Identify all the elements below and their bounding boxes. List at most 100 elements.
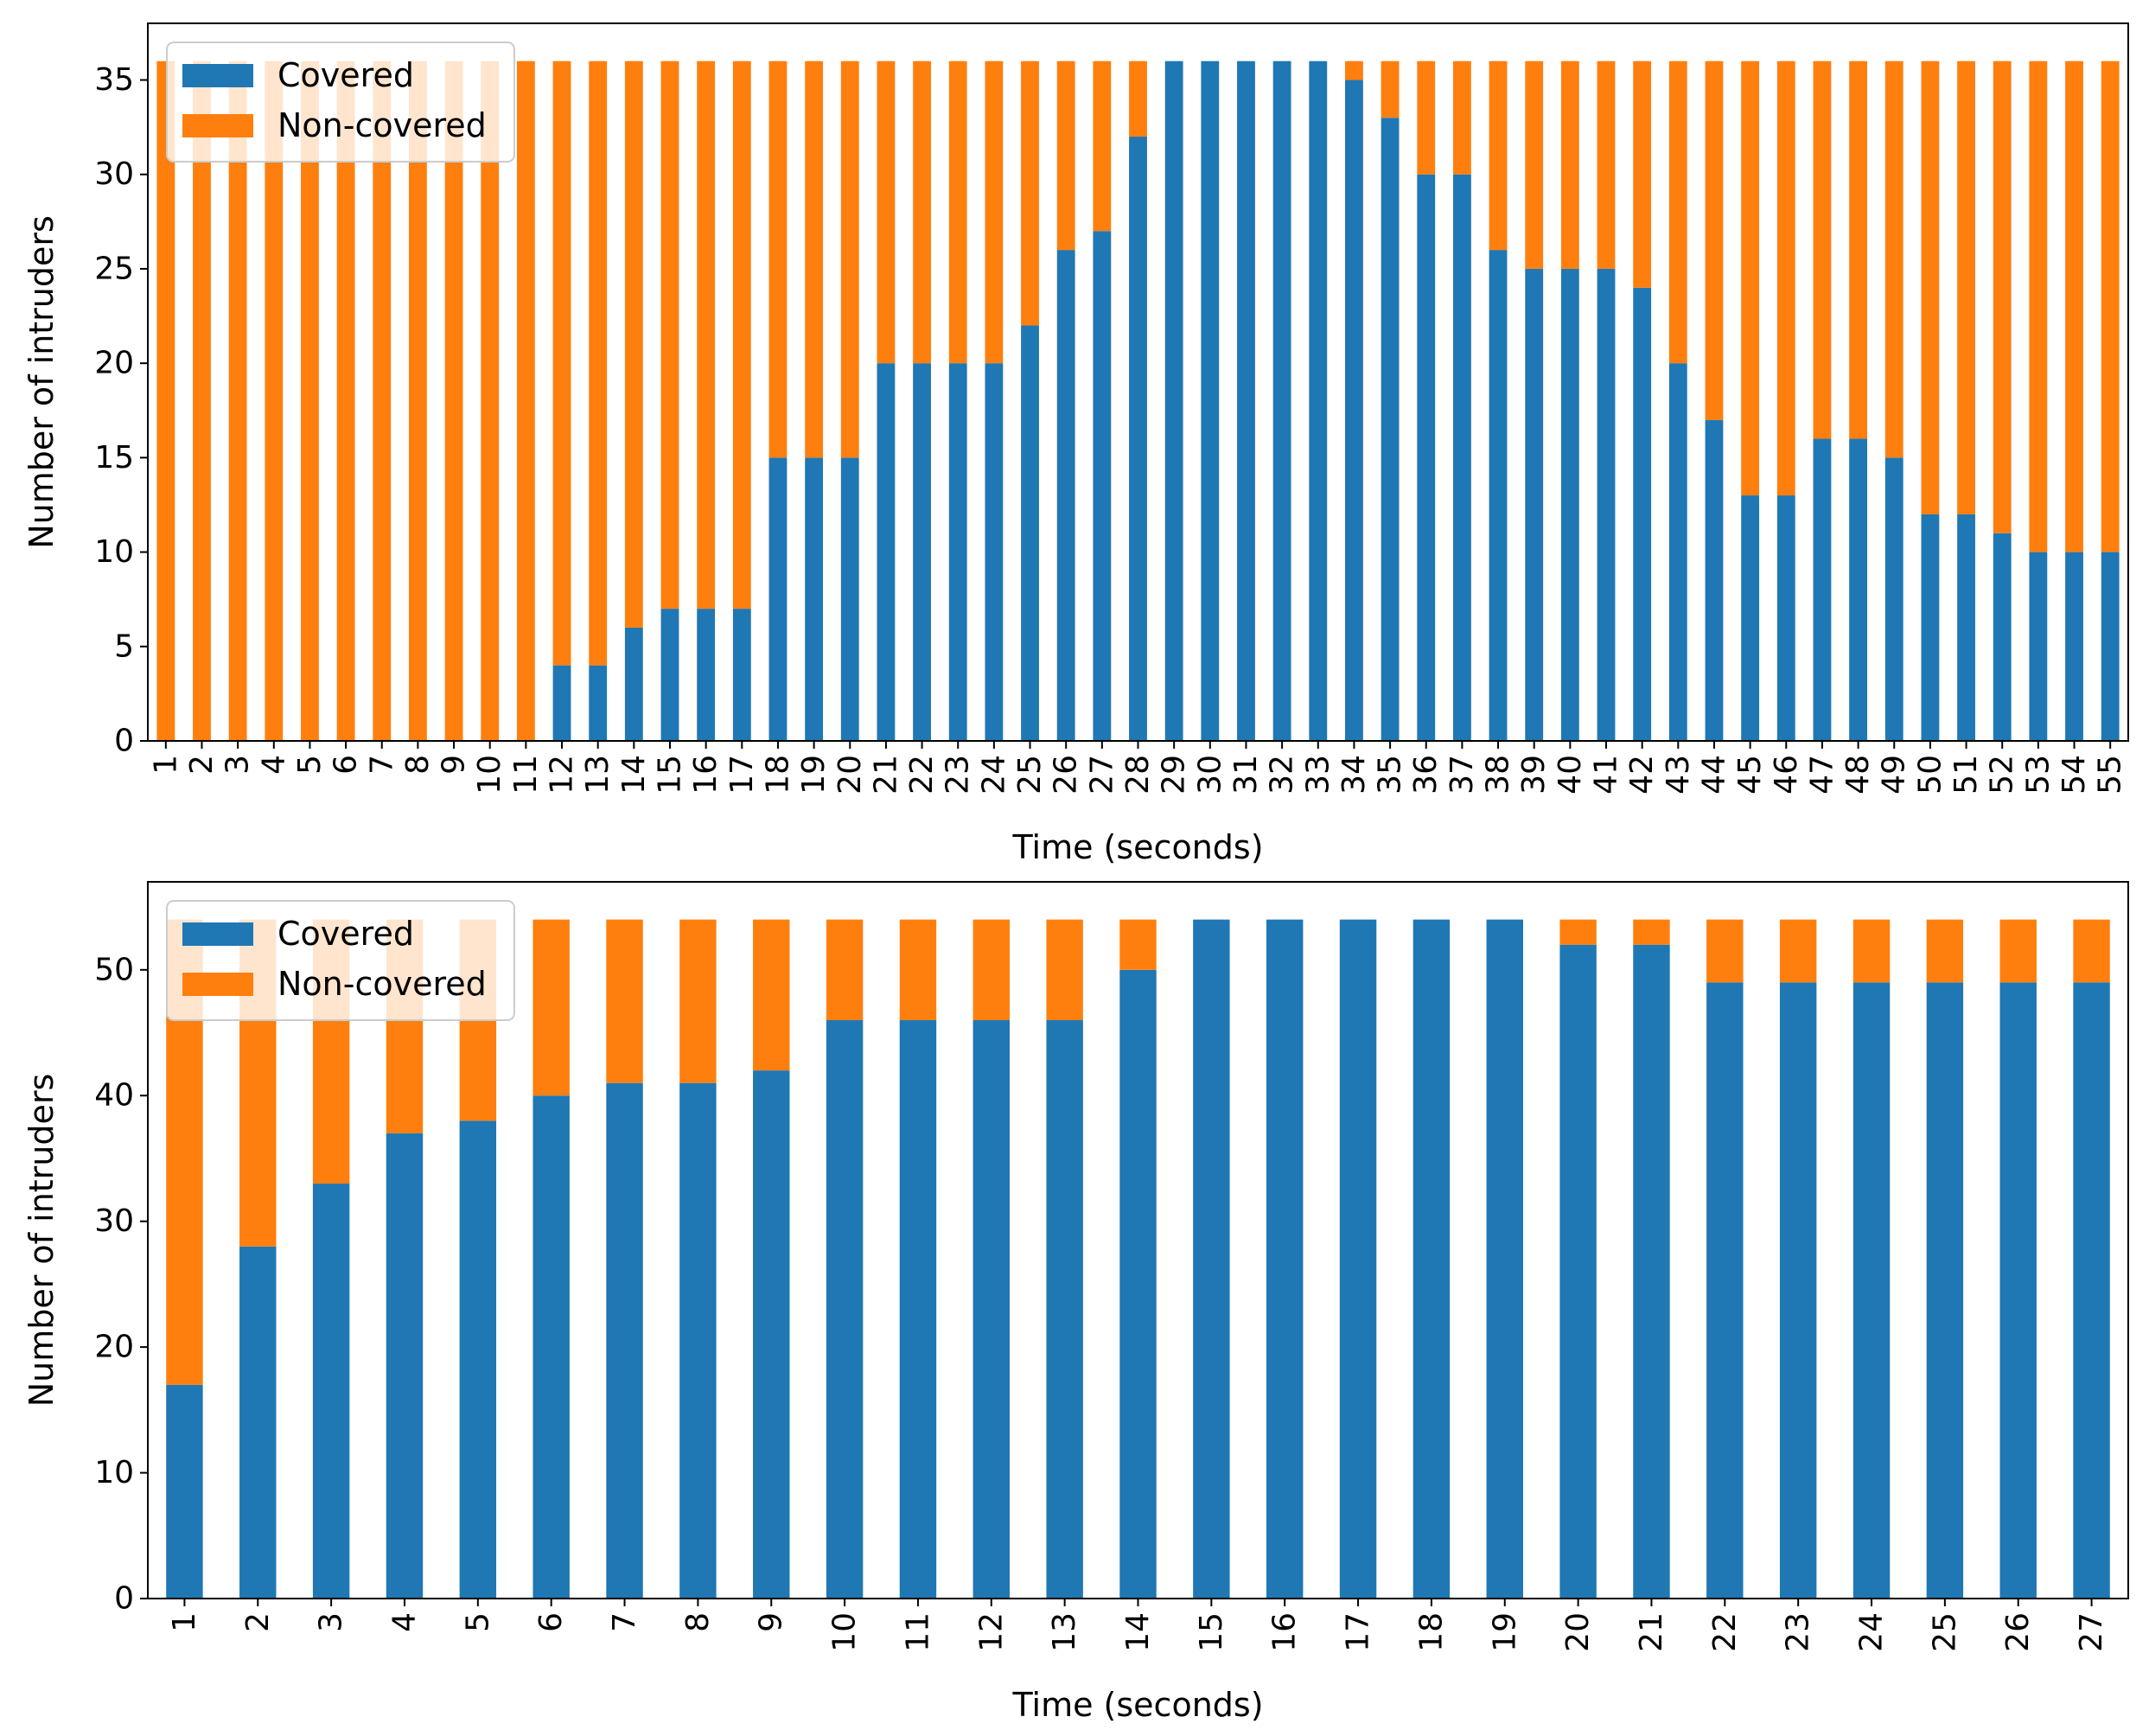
top-bar-non-covered-55 bbox=[2101, 61, 2120, 552]
top-bar-covered-40 bbox=[1560, 268, 1579, 741]
top-bar-non-covered-47 bbox=[1813, 61, 1832, 439]
bottom-bar-covered-25 bbox=[1926, 982, 1964, 1599]
top-x-tick-label: 21 bbox=[868, 755, 903, 795]
top-bar-non-covered-44 bbox=[1705, 61, 1724, 420]
top-bar-non-covered-11 bbox=[516, 61, 535, 742]
bottom-bar-non-covered-10 bbox=[826, 919, 864, 1020]
top-bar-covered-37 bbox=[1452, 174, 1471, 742]
top-bar-covered-31 bbox=[1237, 61, 1255, 742]
bottom-x-tick-label: 23 bbox=[1781, 1612, 1816, 1652]
top-bar-covered-47 bbox=[1813, 438, 1832, 741]
top-x-tick-label: 27 bbox=[1084, 755, 1119, 795]
bottom-bar-covered-22 bbox=[1706, 982, 1744, 1599]
bottom-y-tick-label: 20 bbox=[94, 1330, 134, 1365]
top-bar-covered-38 bbox=[1489, 250, 1508, 741]
bottom-bar-covered-19 bbox=[1486, 919, 1523, 1599]
top-x-tick-label: 42 bbox=[1624, 755, 1660, 795]
top-bar-non-covered-17 bbox=[732, 61, 751, 610]
top-x-tick-label: 18 bbox=[760, 755, 795, 795]
top-bar-non-covered-40 bbox=[1560, 61, 1579, 269]
bottom-bar-covered-7 bbox=[606, 1082, 643, 1599]
bottom-bar-covered-14 bbox=[1119, 969, 1157, 1599]
top-x-tick-label: 12 bbox=[545, 755, 580, 795]
top-bar-non-covered-23 bbox=[948, 61, 967, 364]
top-bar-non-covered-8 bbox=[409, 61, 427, 742]
top-bar-covered-26 bbox=[1056, 250, 1075, 741]
bottom-x-tick-label: 12 bbox=[973, 1612, 1009, 1652]
top-bar-covered-21 bbox=[877, 363, 896, 741]
top-x-tick-label: 17 bbox=[724, 755, 760, 795]
bottom-bar-covered-13 bbox=[1046, 1019, 1083, 1599]
bottom-bar-non-covered-12 bbox=[972, 919, 1011, 1020]
top-x-tick-label: 46 bbox=[1769, 755, 1804, 795]
top-x-tick-label: 26 bbox=[1049, 755, 1084, 795]
top-x-tick-label: 24 bbox=[976, 755, 1011, 795]
top-y-tick-label: 30 bbox=[94, 156, 134, 192]
top-x-tick-label: 4 bbox=[256, 755, 291, 775]
top-x-tick-label: 30 bbox=[1192, 755, 1228, 795]
top-bar-covered-15 bbox=[660, 609, 679, 741]
top-bar-non-covered-42 bbox=[1633, 61, 1652, 288]
bottom-legend: Covered Non-covered bbox=[166, 900, 515, 1021]
top-y-tick-label: 20 bbox=[94, 346, 134, 381]
bottom-y-tick-label: 10 bbox=[94, 1455, 134, 1490]
top-bar-covered-53 bbox=[2029, 552, 2048, 741]
top-bar-non-covered-18 bbox=[768, 61, 788, 458]
top-bar-non-covered-1 bbox=[156, 61, 175, 742]
top-bar-non-covered-52 bbox=[1993, 61, 2012, 533]
bottom-bar-covered-23 bbox=[1779, 982, 1817, 1599]
top-x-tick-label: 48 bbox=[1840, 755, 1876, 795]
top-x-tick-label: 34 bbox=[1336, 755, 1372, 795]
bottom-bars bbox=[166, 919, 2110, 1599]
top-y-axis: 0 5 10 15 20 25 30 35 bbox=[94, 62, 148, 759]
top-bar-non-covered-22 bbox=[913, 61, 931, 364]
top-x-tick-label: 52 bbox=[1985, 755, 2020, 795]
top-bar-covered-43 bbox=[1668, 363, 1687, 741]
top-bar-covered-24 bbox=[985, 363, 1004, 741]
top-x-tick-label: 28 bbox=[1120, 755, 1156, 795]
top-bar-non-covered-13 bbox=[589, 61, 608, 666]
bottom-x-tick-label: 2 bbox=[240, 1612, 276, 1632]
top-bar-covered-16 bbox=[697, 609, 716, 741]
bottom-x-tick-label: 27 bbox=[2074, 1612, 2109, 1652]
bottom-bar-covered-27 bbox=[2073, 982, 2110, 1599]
top-x-tick-label: 37 bbox=[1444, 755, 1480, 795]
top-bar-covered-45 bbox=[1741, 495, 1760, 741]
bottom-x-tick-label: 13 bbox=[1047, 1612, 1082, 1652]
bottom-x-tick-label: 6 bbox=[533, 1612, 569, 1632]
top-x-tick-label: 44 bbox=[1696, 755, 1731, 795]
top-bar-covered-41 bbox=[1597, 268, 1616, 741]
bottom-bar-covered-2 bbox=[239, 1246, 277, 1599]
top-x-tick-label: 49 bbox=[1877, 755, 1912, 795]
top-x-tick-label: 10 bbox=[472, 755, 507, 795]
top-bar-non-covered-2 bbox=[193, 61, 211, 742]
bottom-x-tick-label: 3 bbox=[314, 1612, 349, 1632]
bottom-x-tick-label: 21 bbox=[1634, 1612, 1669, 1652]
top-bar-covered-19 bbox=[805, 457, 824, 741]
top-bar-non-covered-53 bbox=[2029, 61, 2048, 552]
bottom-x-tick-label: 22 bbox=[1707, 1612, 1743, 1652]
top-x-tick-label: 25 bbox=[1012, 755, 1048, 795]
bottom-bar-non-covered-27 bbox=[2073, 919, 2110, 983]
top-x-tick-label: 54 bbox=[2057, 755, 2092, 795]
bottom-bar-covered-9 bbox=[753, 1070, 790, 1599]
top-x-tick-label: 35 bbox=[1373, 755, 1408, 795]
bottom-bar-non-covered-21 bbox=[1633, 919, 1670, 945]
top-bar-non-covered-46 bbox=[1776, 61, 1795, 496]
top-legend: Covered Non-covered bbox=[166, 41, 515, 163]
bottom-x-tick-label: 20 bbox=[1560, 1612, 1596, 1652]
top-x-tick-label: 32 bbox=[1265, 755, 1300, 795]
top-y-axis-title: Number of intruders bbox=[22, 215, 61, 549]
top-bar-covered-14 bbox=[624, 627, 643, 741]
bottom-bar-covered-6 bbox=[532, 1095, 570, 1599]
top-x-tick-label: 15 bbox=[652, 755, 687, 795]
top-x-tick-label: 14 bbox=[616, 755, 652, 795]
bottom-y-tick-label: 30 bbox=[94, 1203, 134, 1239]
top-x-axis: 1 2 3 4 5 6 7 8 9 10 11 12 13 14 15 16 17 18 19 20 21 22 23 24 2… bbox=[148, 741, 2128, 795]
top-x-tick-label: 47 bbox=[1804, 755, 1840, 795]
bottom-x-tick-label: 9 bbox=[754, 1612, 789, 1632]
top-x-tick-label: 45 bbox=[1732, 755, 1768, 795]
top-legend-swatch-covered bbox=[182, 64, 253, 87]
